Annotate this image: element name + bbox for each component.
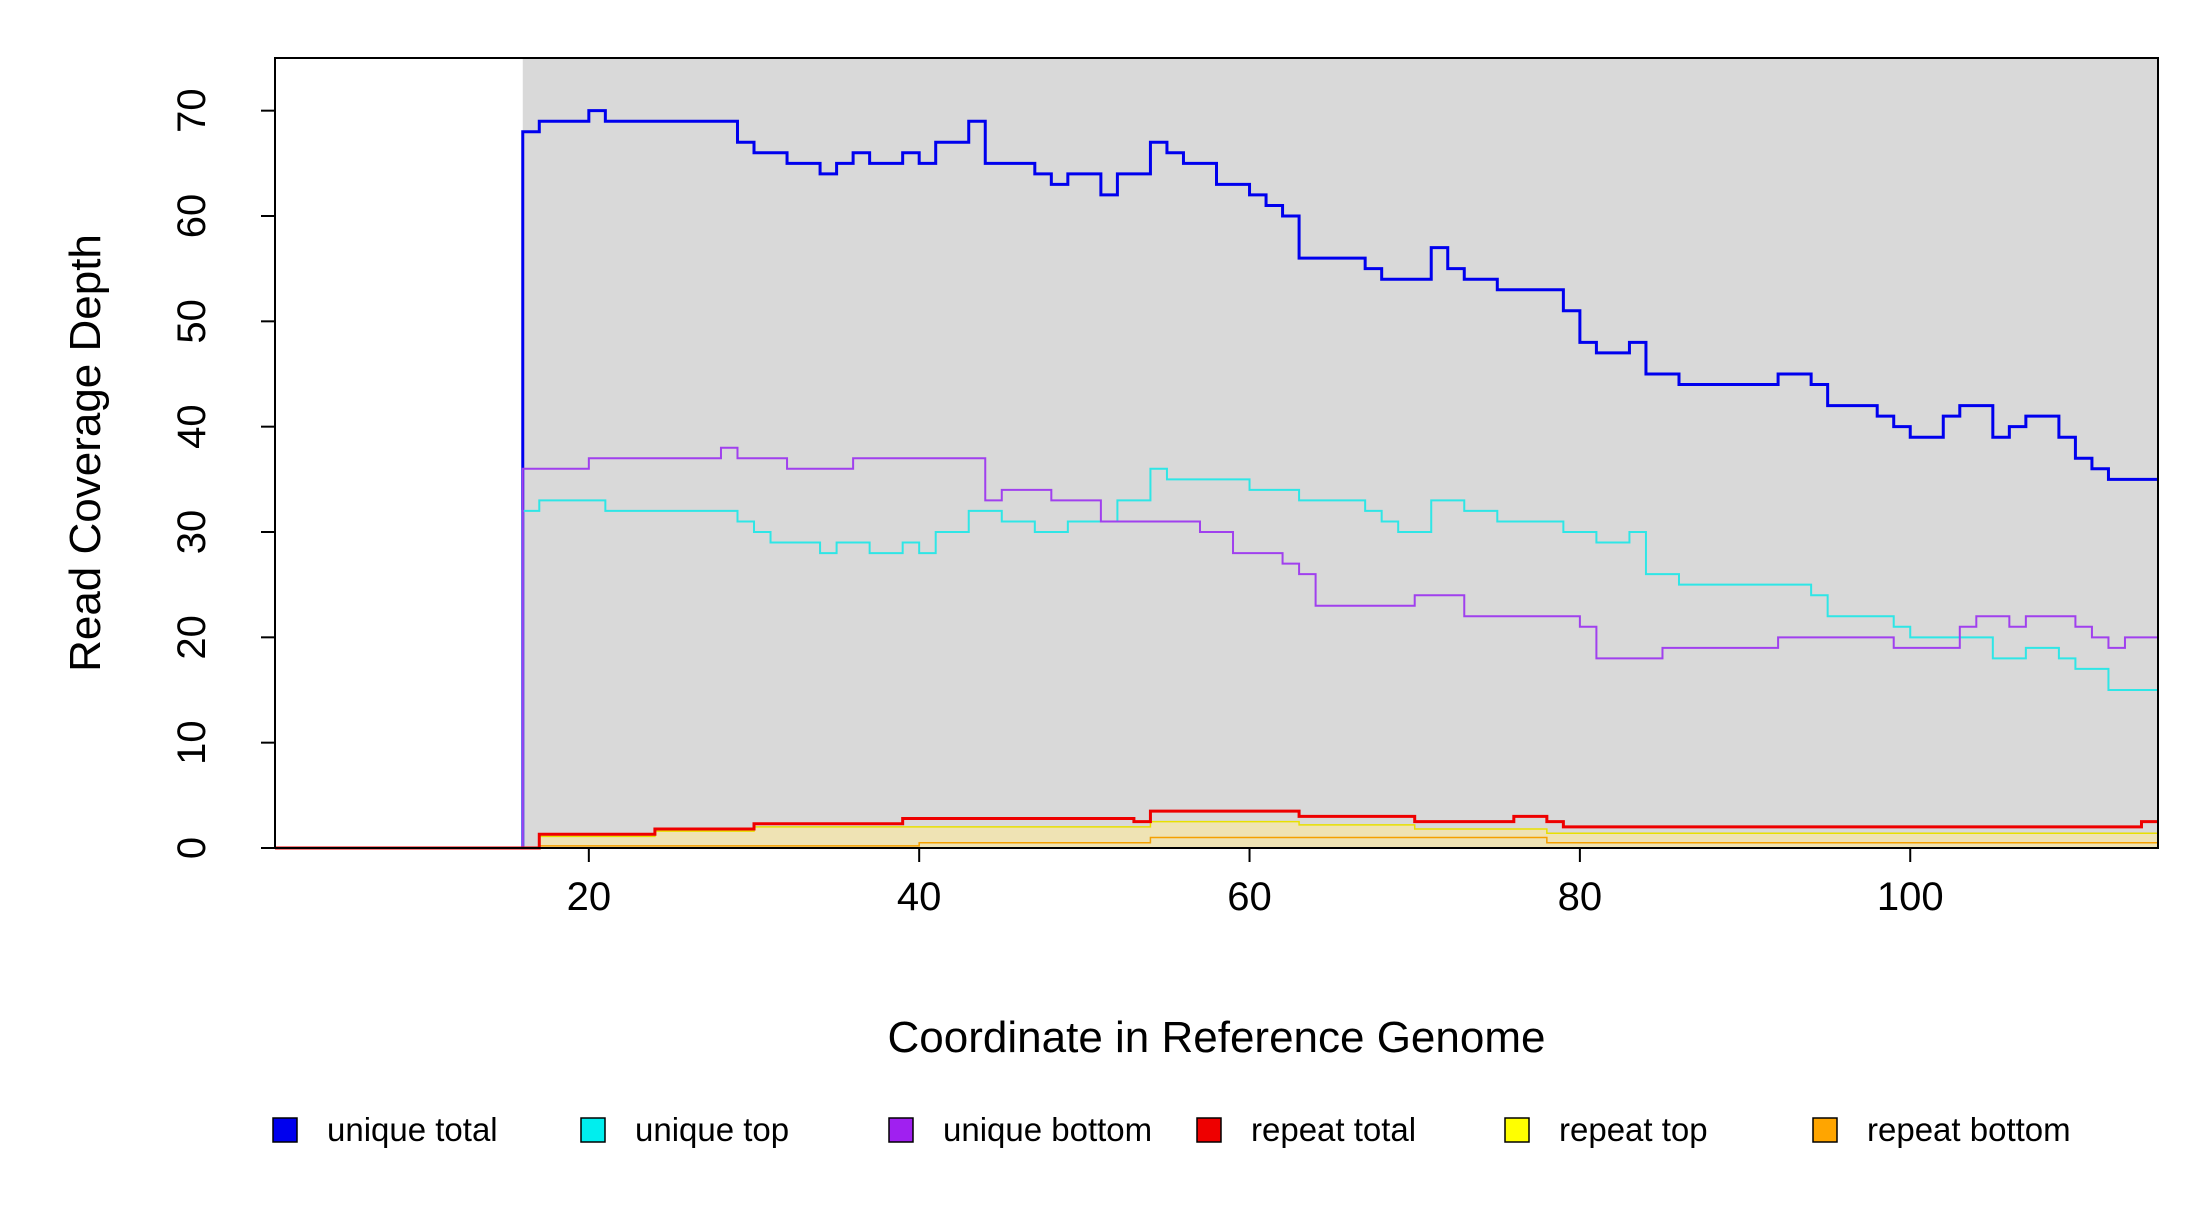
series-line-repeat-bottom [275, 836, 2158, 849]
legend-swatch-repeat-total [1196, 1117, 1222, 1143]
y-tick-label: 10 [170, 720, 214, 765]
shaded-region [522, 58, 2158, 848]
series-layer [275, 109, 2158, 850]
y-tick-label: 40 [170, 404, 214, 449]
legend-swatch-unique-total [272, 1117, 298, 1143]
legend-swatch-unique-bottom [888, 1117, 914, 1143]
x-tick-label: 40 [897, 875, 942, 919]
legend-swatch-unique-top [580, 1117, 606, 1143]
x-tick-label: 80 [1558, 875, 1603, 919]
legend-label-repeat-total: repeat total [1251, 1111, 1416, 1148]
x-tick-label: 100 [1877, 875, 1944, 919]
legend-label-unique-top: unique top [635, 1111, 789, 1148]
series-line-repeat-total [275, 809, 2158, 850]
series-line-unique-bottom [275, 446, 2158, 849]
y-tick-label: 20 [170, 615, 214, 660]
x-tick-label: 60 [1227, 875, 1272, 919]
y-tick-label: 0 [170, 837, 214, 859]
y-tick-label: 30 [170, 510, 214, 555]
y-tick-label: 70 [170, 88, 214, 132]
y-tick-label: 50 [170, 299, 214, 344]
legend: unique total unique top unique bottom repea… [272, 1111, 2071, 1148]
y-axis: 0 10 20 30 40 50 60 70 [170, 88, 275, 859]
y-axis-title: Read Coverage Depth [61, 234, 110, 672]
y-tick-label: 60 [170, 194, 214, 239]
series-line-unique-total [275, 109, 2158, 850]
legend-swatch-repeat-top [1504, 1117, 1530, 1143]
legend-label-repeat-bottom: repeat bottom [1867, 1111, 2071, 1148]
legend-swatch-repeat-bottom [1812, 1117, 1838, 1143]
x-tick-label: 20 [567, 875, 612, 919]
legend-label-repeat-top: repeat top [1559, 1111, 1708, 1148]
area-fill-layer [275, 821, 2158, 848]
series-fill-repeat-top [275, 821, 2158, 848]
shaded-region-layer [522, 58, 2158, 848]
series-line-unique-top [275, 467, 2158, 849]
x-axis-title: Coordinate in Reference Genome [888, 1013, 1546, 1062]
legend-label-unique-total: unique total [327, 1111, 498, 1148]
legend-label-unique-bottom: unique bottom [943, 1111, 1152, 1148]
x-axis: 20 40 60 80 100 [567, 847, 1944, 919]
